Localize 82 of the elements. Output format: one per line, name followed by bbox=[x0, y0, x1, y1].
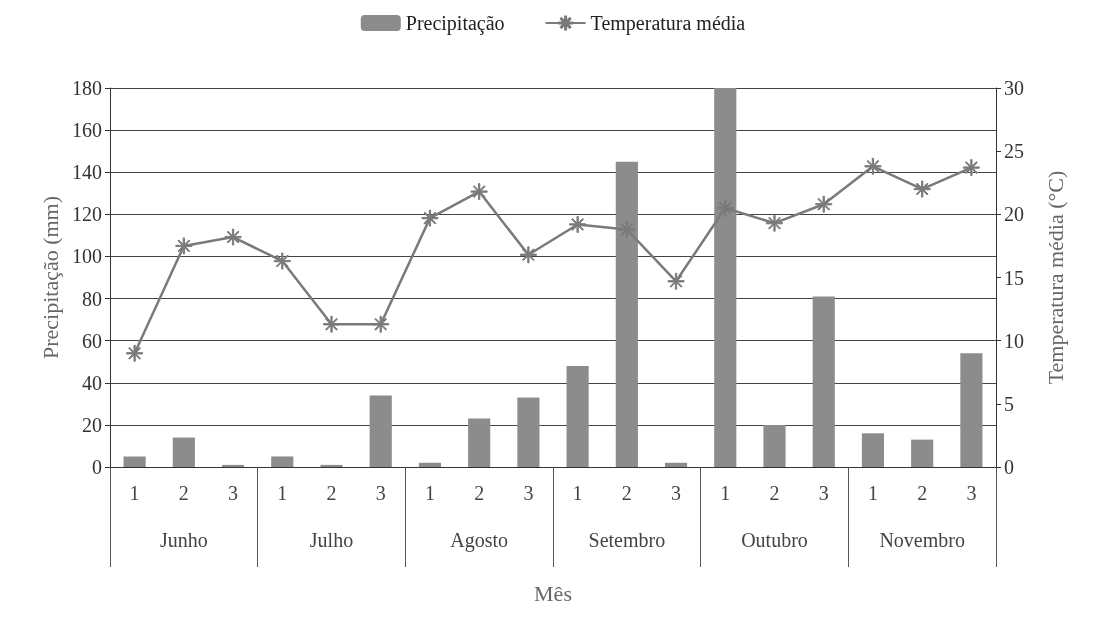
x-tick-label: 1 bbox=[720, 482, 731, 504]
point bbox=[273, 252, 291, 270]
y-tick-label: 180 bbox=[72, 77, 102, 99]
x-tick-label: 1 bbox=[424, 482, 435, 504]
text: Julho bbox=[309, 529, 354, 551]
point bbox=[864, 157, 882, 175]
bar bbox=[615, 161, 638, 467]
x-tick-label: 2 bbox=[917, 482, 928, 504]
bar bbox=[172, 437, 195, 467]
y-tick-label: 160 bbox=[72, 119, 102, 142]
bar bbox=[664, 462, 688, 467]
bar bbox=[468, 418, 491, 467]
x-tick-label: 2 bbox=[621, 482, 632, 504]
y2-tick-label: 5 bbox=[1004, 392, 1014, 415]
point bbox=[372, 315, 390, 333]
x-tick-label: 3 bbox=[966, 482, 977, 504]
bar bbox=[763, 424, 786, 467]
x-tick-label: 2 bbox=[326, 482, 337, 504]
point bbox=[569, 215, 587, 233]
bar bbox=[714, 88, 737, 467]
x-tick-label: 1 bbox=[867, 482, 878, 504]
x-tick-label: 3 bbox=[523, 482, 534, 504]
y-tick-label: 0 bbox=[92, 456, 102, 478]
point bbox=[126, 344, 144, 362]
y-tick-label: 140 bbox=[72, 161, 102, 184]
bar bbox=[369, 395, 392, 467]
point bbox=[766, 214, 783, 232]
x-tick-label: 3 bbox=[671, 482, 682, 504]
y2-tick-label: 25 bbox=[1004, 140, 1024, 163]
bar bbox=[861, 433, 885, 467]
bar bbox=[911, 439, 934, 467]
x-tick-label: 3 bbox=[228, 482, 239, 504]
point bbox=[323, 315, 340, 333]
y2-tick-label: 10 bbox=[1004, 329, 1024, 352]
bar bbox=[812, 296, 835, 467]
text: Novembro bbox=[879, 529, 965, 551]
y2-tick-label: 20 bbox=[1004, 203, 1024, 226]
x-tick-label: 1 bbox=[277, 482, 288, 504]
bar bbox=[123, 456, 146, 467]
y2-axis-title: Temperatura média (°C) bbox=[1042, 170, 1068, 385]
x-tick-label: 3 bbox=[375, 482, 386, 504]
x-tick-label: 2 bbox=[769, 482, 780, 504]
x-axis-title: Mês bbox=[534, 580, 572, 606]
x-tick-label: 1 bbox=[129, 482, 140, 504]
point bbox=[815, 195, 833, 213]
point bbox=[175, 237, 193, 255]
point bbox=[618, 220, 636, 238]
bar bbox=[517, 397, 540, 467]
point bbox=[224, 228, 242, 246]
bar bbox=[320, 464, 343, 467]
y2-tick-label: 15 bbox=[1004, 266, 1024, 289]
point bbox=[519, 246, 537, 264]
bar bbox=[960, 353, 983, 467]
point bbox=[962, 159, 980, 177]
y-axis-title: Precipitação (mm) bbox=[37, 195, 63, 360]
legend-label: Temperatura média bbox=[590, 12, 746, 35]
x-tick-label: 1 bbox=[572, 482, 583, 504]
x-tick-label: 3 bbox=[818, 482, 829, 504]
point bbox=[667, 272, 685, 290]
x-tick-label: 2 bbox=[474, 482, 485, 504]
point bbox=[470, 183, 488, 201]
y-tick-label: 60 bbox=[82, 329, 102, 352]
point bbox=[716, 199, 734, 217]
text: Outubro bbox=[741, 529, 808, 551]
y2-tick-label: 30 bbox=[1004, 77, 1024, 99]
bar bbox=[418, 462, 442, 467]
y-tick-label: 120 bbox=[72, 203, 102, 226]
x-tick-label: 2 bbox=[178, 482, 189, 504]
y-tick-label: 80 bbox=[82, 287, 102, 310]
y-tick-label: 100 bbox=[72, 245, 102, 268]
text: Junho bbox=[159, 529, 208, 551]
text: Agosto bbox=[450, 529, 509, 552]
y-tick-label: 20 bbox=[82, 413, 102, 436]
y-tick-label: 40 bbox=[82, 371, 102, 394]
bar bbox=[221, 464, 245, 467]
y2-tick-label: 0 bbox=[1004, 456, 1014, 478]
bar bbox=[271, 456, 294, 467]
legend-label: Precipitação bbox=[405, 12, 505, 35]
point bbox=[913, 180, 931, 198]
point bbox=[421, 209, 439, 227]
bar bbox=[566, 365, 589, 467]
text: Setembro bbox=[588, 529, 666, 551]
